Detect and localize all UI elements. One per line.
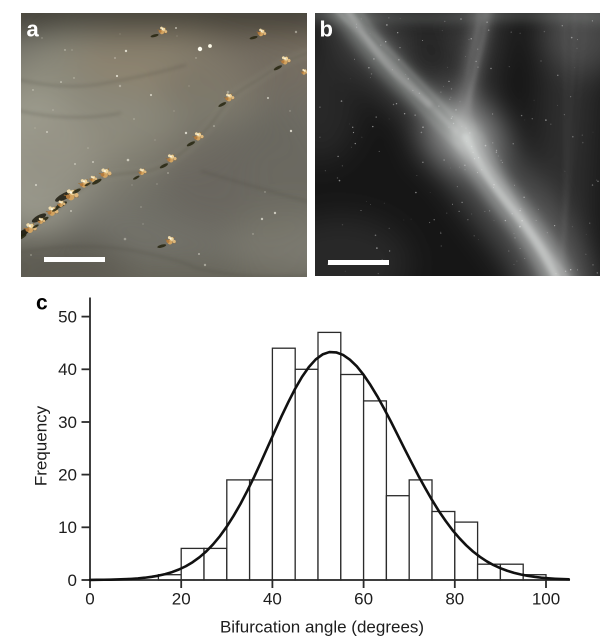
svg-text:a: a: [27, 17, 40, 42]
svg-text:40: 40: [263, 590, 282, 609]
svg-text:50: 50: [58, 308, 77, 327]
svg-text:Bifurcation angle (degrees): Bifurcation angle (degrees): [220, 618, 424, 637]
svg-text:20: 20: [58, 466, 77, 485]
svg-text:Frequency: Frequency: [32, 405, 51, 486]
svg-text:0: 0: [68, 571, 77, 590]
svg-text:20: 20: [172, 590, 191, 609]
svg-text:40: 40: [58, 360, 77, 379]
svg-text:10: 10: [58, 518, 77, 537]
svg-text:100: 100: [532, 590, 560, 609]
svg-text:0: 0: [85, 590, 94, 609]
svg-text:c: c: [36, 292, 48, 315]
svg-text:30: 30: [58, 413, 77, 432]
svg-text:b: b: [320, 17, 333, 42]
svg-text:60: 60: [354, 590, 373, 609]
svg-text:80: 80: [445, 590, 464, 609]
